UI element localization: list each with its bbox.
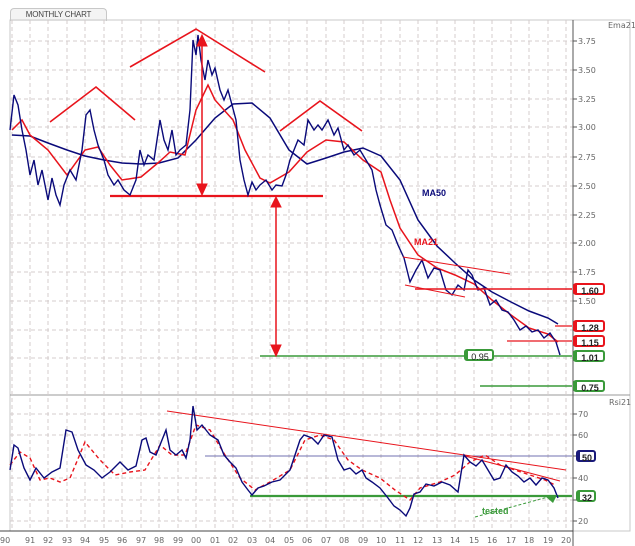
svg-text:2.50: 2.50 [578, 182, 596, 191]
svg-text:96: 96 [117, 536, 127, 545]
svg-text:14: 14 [450, 536, 460, 545]
price-level-tag-0-75: 0.75 [573, 380, 605, 393]
svg-text:90: 90 [0, 536, 10, 545]
svg-text:2.75: 2.75 [578, 153, 596, 162]
tested-arrowhead-icon [545, 495, 557, 503]
vertical-gridlines [11, 20, 567, 531]
svg-text:91: 91 [25, 536, 35, 545]
ema21-indicator-label: Ema21 [608, 21, 635, 30]
price-y-tick-labels: 3.75 3.50 3.25 3.00 2.75 2.50 2.25 2.00 … [578, 37, 596, 306]
svg-text:10: 10 [376, 536, 386, 545]
x-tick-labels: 90 91 92 93 94 95 96 97 98 99 00 01 02 0… [0, 536, 571, 545]
measured-move-arrows [196, 33, 282, 358]
svg-text:2.00: 2.00 [578, 239, 596, 248]
rsi-y-tick-labels: 70 60 40 20 [578, 410, 588, 526]
price-level-tag-0-95: 0.95 [464, 349, 494, 362]
rsi-horizontal-gridlines [10, 413, 573, 522]
svg-text:17: 17 [506, 536, 516, 545]
rsi-level-tag-50: 50 [576, 450, 596, 463]
svg-text:16: 16 [487, 536, 497, 545]
svg-text:40: 40 [578, 474, 588, 483]
price-trendlines [402, 256, 511, 298]
svg-text:18: 18 [524, 536, 534, 545]
rsi-signal-line [9, 424, 556, 501]
head-and-shoulders-pattern [49, 28, 363, 132]
svg-text:08: 08 [339, 536, 349, 545]
svg-text:95: 95 [99, 536, 109, 545]
svg-text:3.25: 3.25 [578, 95, 596, 104]
svg-text:02: 02 [228, 536, 238, 545]
svg-text:15: 15 [469, 536, 479, 545]
svg-text:97: 97 [136, 536, 146, 545]
svg-text:09: 09 [358, 536, 368, 545]
ma21-line [11, 83, 559, 343]
svg-text:20: 20 [561, 536, 571, 545]
svg-text:00: 00 [191, 536, 201, 545]
svg-text:19: 19 [543, 536, 553, 545]
svg-text:04: 04 [265, 536, 275, 545]
svg-text:93: 93 [62, 536, 72, 545]
ma21-annotation: MA21 [414, 237, 439, 247]
y-axis-ticks [573, 40, 577, 522]
rsi-level-tag-32: 32 [576, 490, 596, 503]
svg-text:07: 07 [321, 536, 331, 545]
rsi-trendlines [166, 410, 567, 482]
svg-text:3.00: 3.00 [578, 123, 596, 132]
price-level-tag-1-01: 1.01 [573, 350, 605, 363]
rsi21-indicator-label: Rsi21 [609, 398, 631, 407]
svg-text:1.75: 1.75 [578, 268, 596, 277]
svg-text:2.25: 2.25 [578, 211, 596, 220]
svg-text:60: 60 [578, 431, 588, 440]
svg-text:1.50: 1.50 [578, 297, 596, 306]
price-level-tag-1-60: 1.60 [573, 283, 605, 296]
svg-text:06: 06 [302, 536, 312, 545]
tested-pointer-line [474, 496, 549, 518]
price-level-tag-1-28: 1.28 [573, 320, 605, 333]
svg-text:92: 92 [43, 536, 53, 545]
svg-text:11: 11 [395, 536, 405, 545]
ma50-annotation: MA50 [422, 188, 447, 198]
price-line [9, 34, 561, 356]
svg-text:20: 20 [578, 517, 588, 526]
price-panel-frame [9, 19, 631, 396]
svg-text:94: 94 [80, 536, 90, 545]
tested-annotation: tested [482, 506, 509, 516]
svg-text:3.75: 3.75 [578, 37, 596, 46]
svg-text:98: 98 [154, 536, 164, 545]
chart-title-tab[interactable]: MONTHLY CHART [10, 8, 107, 21]
svg-text:05: 05 [284, 536, 294, 545]
rsi-line [9, 405, 559, 518]
svg-text:70: 70 [578, 410, 588, 419]
price-level-tag-1-15: 1.15 [573, 335, 605, 348]
svg-text:01: 01 [210, 536, 220, 545]
svg-text:13: 13 [432, 536, 442, 545]
svg-text:03: 03 [247, 536, 257, 545]
svg-text:12: 12 [413, 536, 423, 545]
ma50-line [11, 102, 559, 325]
svg-text:3.50: 3.50 [578, 66, 596, 75]
svg-text:99: 99 [173, 536, 183, 545]
